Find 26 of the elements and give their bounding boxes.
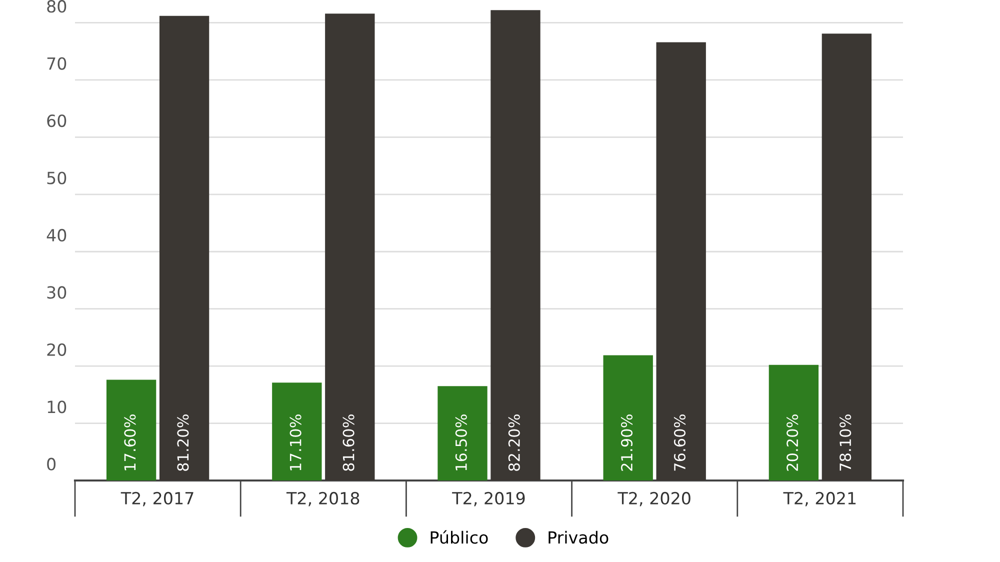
- legend-label: Público: [430, 530, 488, 544]
- data-label: 16.50%: [455, 414, 467, 470]
- data-label: 78.10%: [840, 414, 852, 471]
- y-tick-label: 60: [47, 114, 66, 128]
- x-tick-label: T2, 2020: [618, 492, 690, 506]
- data-label: 17.10%: [290, 414, 302, 470]
- y-tick-label: 10: [48, 400, 66, 414]
- y-tick-label: 20: [47, 343, 66, 356]
- x-tick-label: T2, 2021: [783, 492, 856, 506]
- y-tick-label: 0: [47, 458, 56, 470]
- y-tick-label: 50: [47, 172, 66, 184]
- y-tick-label: 40: [46, 228, 66, 242]
- data-label: 20.20%: [786, 414, 798, 471]
- data-label: 17.60%: [124, 414, 136, 470]
- x-tick-label: T2, 2017: [120, 492, 194, 506]
- y-tick-label: 30: [47, 286, 66, 299]
- data-label: 81.20%: [177, 414, 189, 471]
- y-tick-label: 80: [47, 0, 66, 13]
- data-label: 81.60%: [342, 414, 354, 471]
- x-tick-label: T2, 2019: [452, 492, 525, 506]
- x-tick-label: T2, 2018: [286, 492, 360, 506]
- y-tick-label: 70: [47, 57, 66, 70]
- data-label: 82.20%: [508, 414, 520, 471]
- legend-label: Privado: [548, 530, 608, 544]
- data-label: 21.90%: [620, 414, 633, 471]
- data-label: 76.60%: [674, 414, 686, 471]
